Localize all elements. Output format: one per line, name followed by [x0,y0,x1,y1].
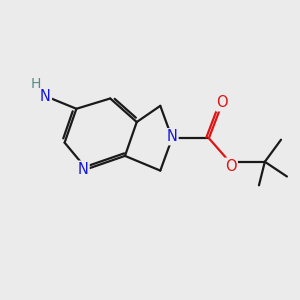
Text: O: O [216,95,228,110]
Text: N: N [40,89,51,104]
Text: H: H [31,77,41,91]
Text: N: N [167,129,178,144]
Text: N: N [78,162,88,177]
Text: O: O [225,159,237,174]
